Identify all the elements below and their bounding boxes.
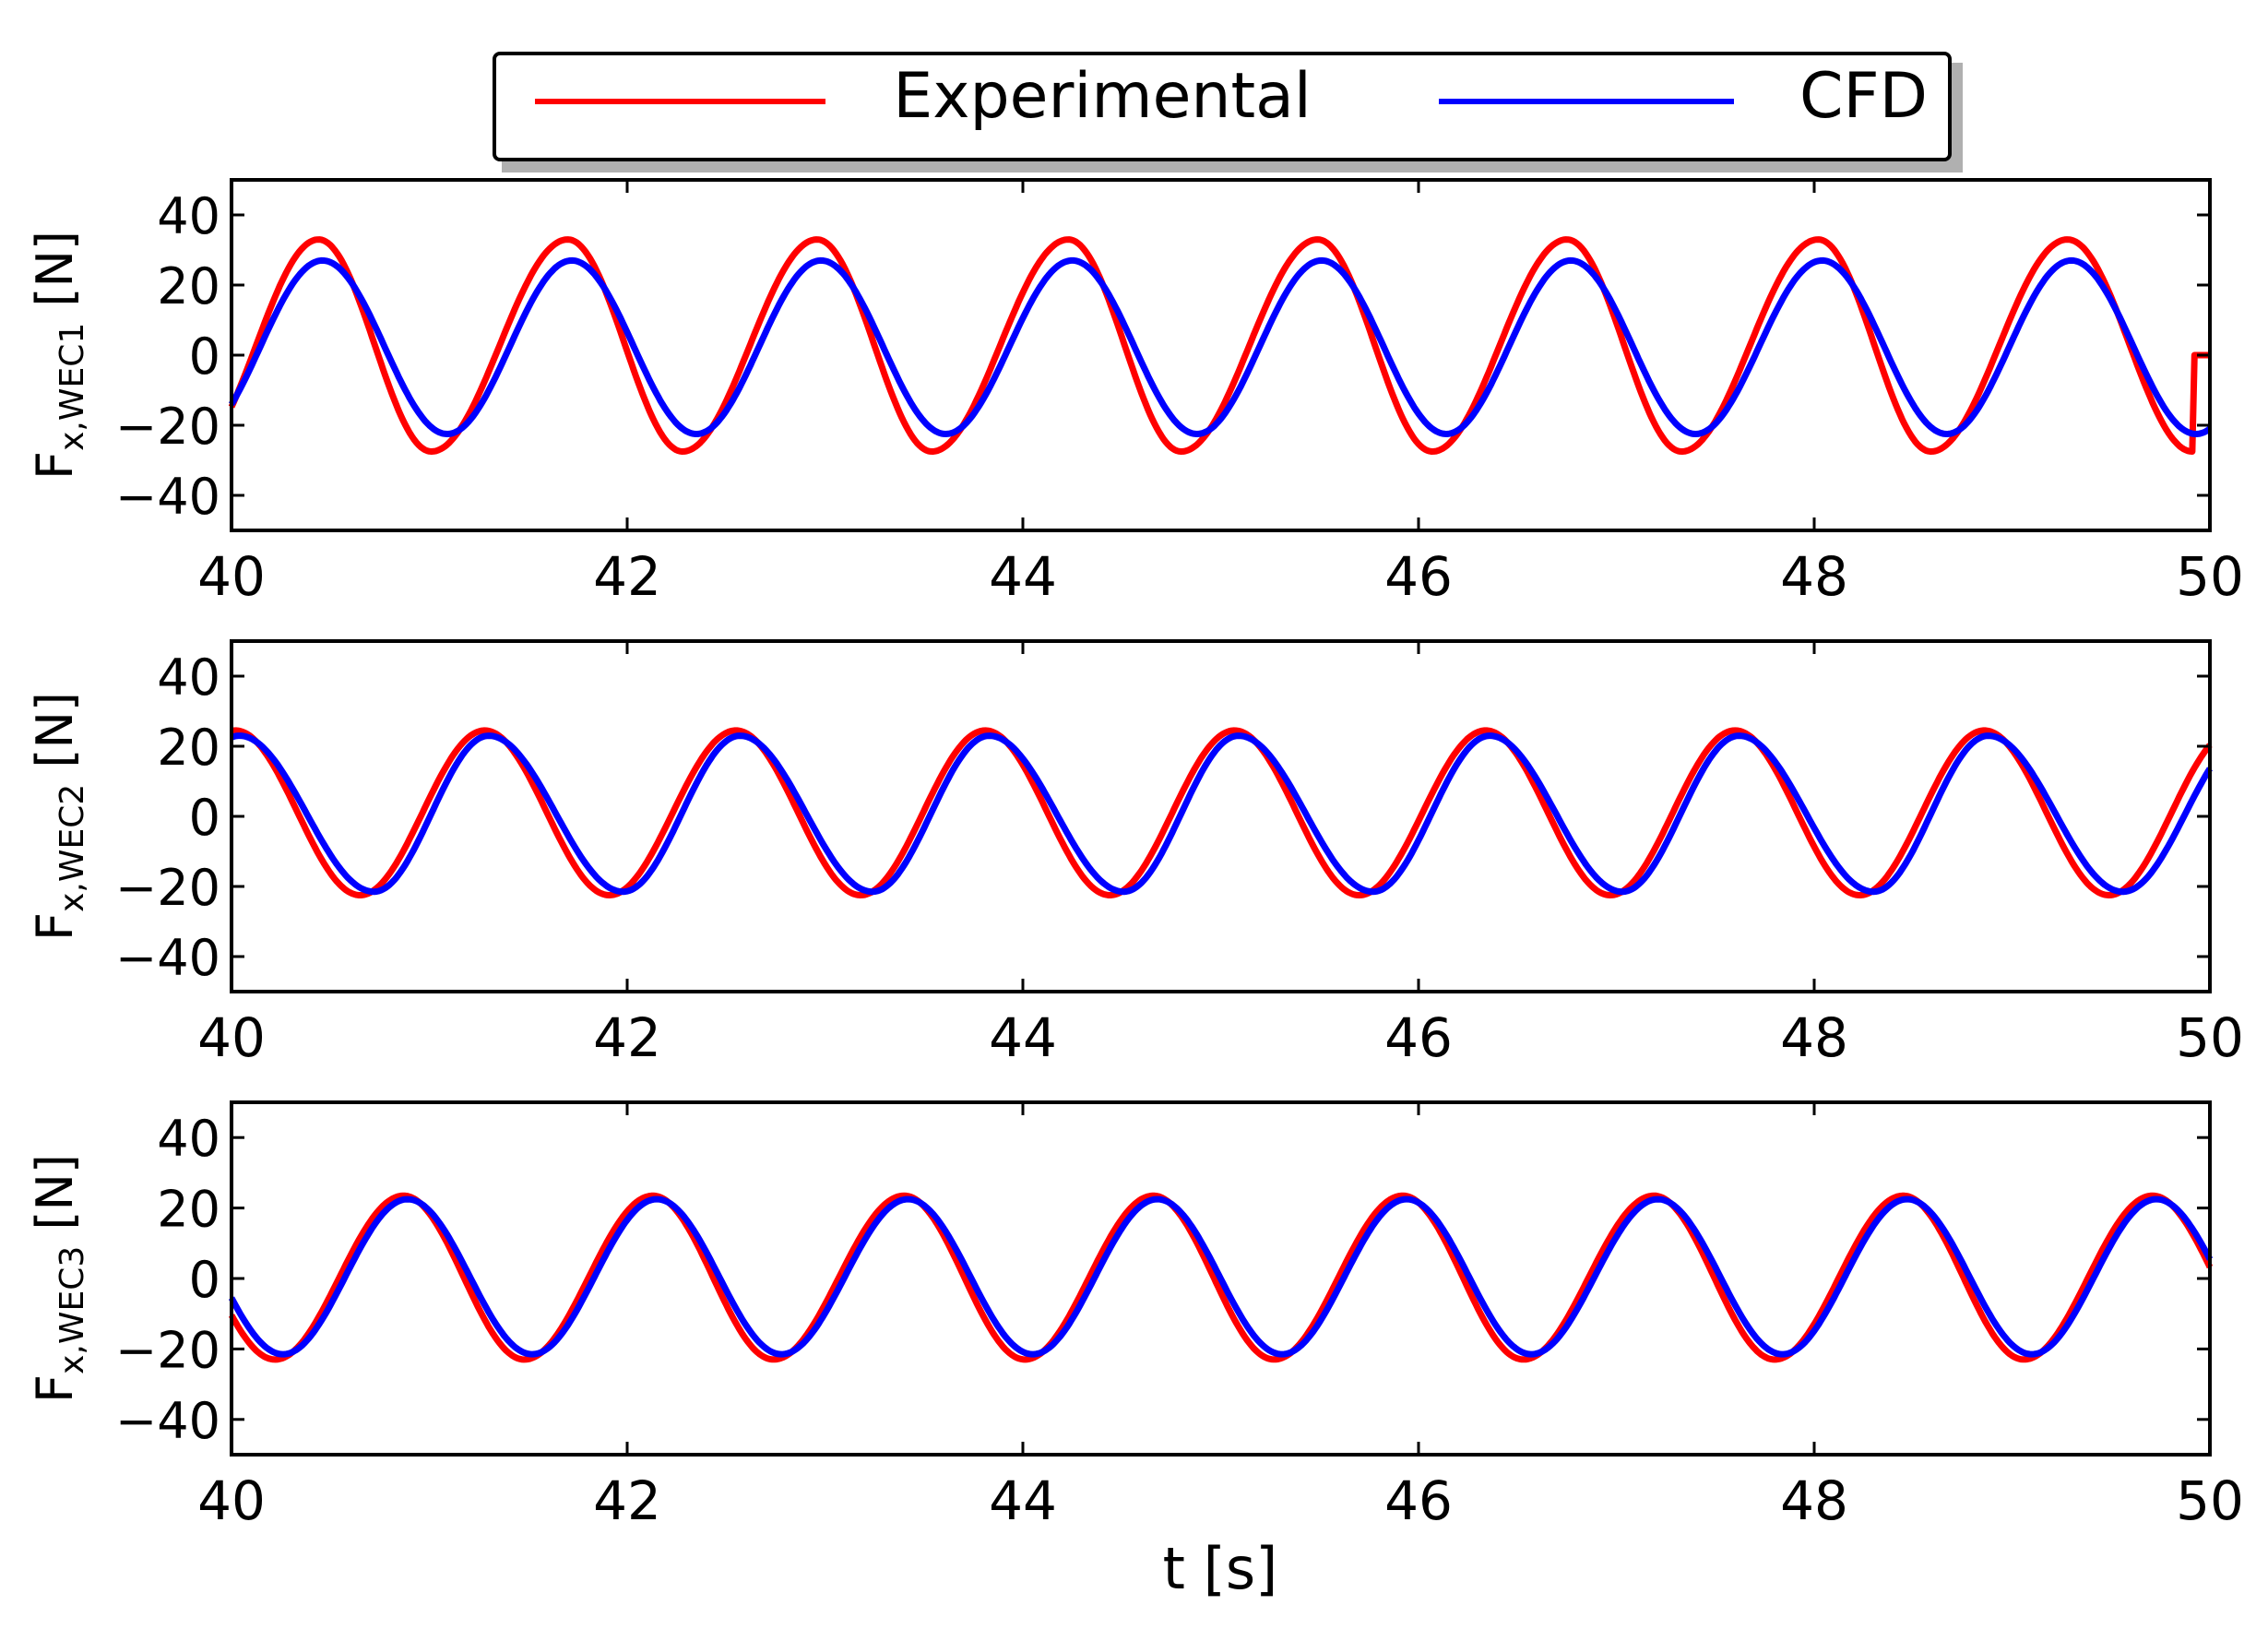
ylabel-main: F xyxy=(26,451,84,480)
ylabel-wec2: Fx,WEC2 [N] xyxy=(26,692,91,941)
y-tick-label: 20 xyxy=(157,257,220,315)
ylabel-main: F xyxy=(26,1374,84,1403)
ylabel-unit: [N] xyxy=(26,1154,84,1246)
legend-box xyxy=(493,52,1952,161)
x-tick-label: 48 xyxy=(1780,1006,1848,1069)
y-tick-label: 20 xyxy=(157,719,220,777)
x-tick-label: 46 xyxy=(1384,1469,1453,1532)
axes-frame xyxy=(230,178,2212,532)
x-tick-label: 44 xyxy=(989,545,1057,608)
y-tick-label: 40 xyxy=(157,648,220,707)
x-tick-label: 42 xyxy=(593,545,661,608)
ylabel-main: F xyxy=(26,912,84,941)
legend-label-cfd: CFD xyxy=(1799,60,1928,133)
ylabel-unit: [N] xyxy=(26,692,84,784)
ylabel-wec1: Fx,WEC1 [N] xyxy=(26,231,91,480)
x-tick-label: 48 xyxy=(1780,1469,1848,1532)
x-tick-label: 50 xyxy=(2176,545,2244,608)
x-tick-label: 46 xyxy=(1384,545,1453,608)
y-tick-label: 0 xyxy=(189,1251,220,1309)
legend-label-experimental: Experimental xyxy=(893,60,1311,133)
ylabel-sub: x,WEC3 xyxy=(53,1246,91,1374)
x-axis-label: t [s] xyxy=(1163,1535,1278,1602)
series-line-cfd xyxy=(230,732,2213,896)
ylabel-unit: [N] xyxy=(26,231,84,323)
y-tick-label: −20 xyxy=(115,859,220,917)
y-tick-label: 0 xyxy=(189,789,220,847)
x-tick-label: 42 xyxy=(593,1006,661,1069)
x-tick-label: 44 xyxy=(989,1006,1057,1069)
x-tick-label: 40 xyxy=(197,1469,266,1532)
ylabel-sub: x,WEC2 xyxy=(53,784,91,912)
y-tick-label: 40 xyxy=(157,187,220,245)
y-tick-label: 0 xyxy=(189,327,220,386)
series-line-experimental xyxy=(230,727,2213,898)
legend: Experimental CFD xyxy=(493,52,1963,172)
panel-wec3: 40 42 44 46 48 50 −40 −20 0 20 40 Fx,WEC3 [N] xyxy=(26,1100,2244,1532)
series-line-cfd xyxy=(228,1195,2214,1358)
axes-frame xyxy=(230,639,2212,993)
series-line-experimental xyxy=(228,236,2212,455)
ylabel-sub: x,WEC1 xyxy=(53,323,91,451)
y-tick-label: −40 xyxy=(115,929,220,987)
panel-wec1: 40 42 44 46 48 50 −40 −20 0 20 40 Fx,WEC1 [N] xyxy=(26,178,2244,608)
series-line-experimental xyxy=(228,1192,2214,1363)
x-tick-label: 46 xyxy=(1384,1006,1453,1069)
x-tick-label: 40 xyxy=(197,545,266,608)
x-tick-label: 44 xyxy=(989,1469,1057,1532)
x-tick-label: 42 xyxy=(593,1469,661,1532)
ylabel-wec3: Fx,WEC3 [N] xyxy=(26,1154,91,1403)
y-tick-label: 40 xyxy=(157,1110,220,1168)
y-tick-label: 20 xyxy=(157,1181,220,1239)
y-tick-label: −20 xyxy=(115,398,220,456)
y-tick-label: −20 xyxy=(115,1321,220,1379)
panel-wec2: 40 42 44 46 48 50 −40 −20 0 20 40 Fx,WEC2 [N] xyxy=(26,639,2244,1069)
x-tick-label: 50 xyxy=(2176,1006,2244,1069)
x-tick-label: 40 xyxy=(197,1006,266,1069)
y-tick-label: −40 xyxy=(115,1392,220,1450)
y-tick-label: −40 xyxy=(115,468,220,526)
series-line-cfd xyxy=(228,256,2212,437)
x-tick-label: 50 xyxy=(2176,1469,2244,1532)
x-tick-label: 48 xyxy=(1780,545,1848,608)
